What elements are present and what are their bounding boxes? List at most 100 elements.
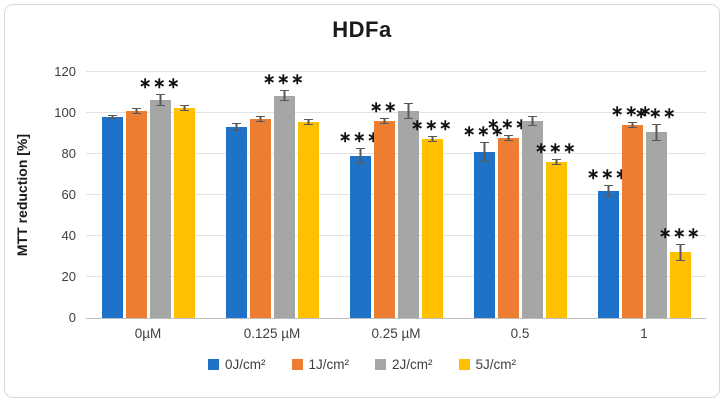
bar-2J/cm²-1: ∗∗∗	[635, 106, 676, 318]
bar-fill	[473, 151, 495, 318]
bar-fill	[645, 132, 667, 318]
error-bar	[255, 116, 265, 123]
significance-stars: ∗∗∗	[262, 71, 306, 89]
error-bar	[603, 184, 613, 198]
gridline	[86, 235, 706, 236]
bar-fill	[521, 121, 543, 318]
x-axis-line	[86, 318, 706, 319]
bar-1J/cm²-0.5: ∗∗∗	[487, 117, 528, 318]
chart-title: HDFa	[332, 17, 392, 42]
legend-label: 0J/cm²	[225, 357, 266, 372]
bar-fill	[621, 125, 643, 318]
error-bar	[155, 93, 165, 106]
y-tick-label: 20	[61, 269, 76, 284]
bar-0J/cm²-0.5: ∗∗∗	[463, 124, 504, 318]
significance-stars: ∗∗∗	[138, 74, 182, 92]
bar-fill	[149, 99, 171, 318]
legend-swatch-icon	[291, 359, 303, 370]
y-tick-label: 60	[61, 187, 76, 202]
bar-fill	[225, 127, 247, 318]
error-bar	[379, 118, 389, 125]
y-tick-label: 40	[61, 228, 76, 243]
significance-stars: ∗∗∗	[610, 103, 654, 121]
bar-2J/cm²-0.5	[521, 116, 543, 318]
bar-group-0.25 µM: ∗∗∗ ∗∗ ∗∗∗	[334, 72, 458, 318]
bar-1J/cm²-0.25 µM: ∗∗	[370, 100, 397, 318]
bar-1J/cm²-0µM	[125, 107, 147, 318]
bar-fill	[297, 122, 319, 318]
legend-swatch-icon	[375, 359, 386, 370]
legend-item-5J/cm²: 5J/cm²	[458, 357, 517, 372]
bar-fill	[273, 95, 295, 318]
significance-stars: ∗∗∗	[462, 122, 506, 140]
y-tick-label: 100	[54, 105, 76, 120]
x-category-label: 1	[640, 326, 648, 341]
bar-fill	[421, 138, 443, 318]
error-bar	[551, 159, 561, 166]
bar-0J/cm²-0µM	[101, 115, 123, 318]
bar-2J/cm²-0.125 µM: ∗∗∗	[263, 72, 304, 318]
bar-5J/cm²-0.5: ∗∗∗	[535, 141, 576, 318]
significance-stars: ∗∗∗	[658, 225, 702, 243]
error-bar	[503, 134, 513, 141]
error-bar	[527, 116, 537, 127]
bar-5J/cm²-0.25 µM: ∗∗∗	[411, 118, 452, 318]
error-bar	[279, 90, 289, 101]
legend-label: 2J/cm²	[392, 357, 433, 372]
bar-fill	[125, 110, 147, 318]
gridline	[86, 71, 706, 72]
bar-group-0.5: ∗∗∗ ∗∗∗ ∗∗∗	[458, 72, 582, 318]
significance-stars: ∗∗∗	[338, 128, 382, 146]
legend-swatch-icon	[458, 359, 470, 370]
error-bar	[107, 115, 117, 120]
gridline	[86, 112, 706, 113]
error-bar	[231, 123, 241, 132]
bar-fill	[373, 121, 395, 318]
significance-stars: ∗∗∗	[486, 115, 530, 133]
bar-fill	[669, 252, 691, 318]
gridline	[86, 276, 706, 277]
bar-0J/cm²-0.25 µM: ∗∗∗	[339, 130, 380, 318]
bar-fill	[497, 137, 519, 318]
plot-area: ∗∗∗ ∗∗∗ ∗∗∗ ∗∗ ∗∗∗ ∗∗∗ ∗∗∗ ∗∗∗ ∗∗∗ ∗∗∗ ∗∗∗ ∗∗∗	[86, 71, 706, 319]
error-bar	[179, 104, 189, 111]
bar-fill	[597, 190, 619, 318]
x-category-label: 0µM	[134, 326, 162, 341]
legend-item-1J/cm²: 1J/cm²	[291, 357, 349, 372]
significance-stars: ∗∗∗	[634, 105, 678, 123]
figure-frame: HDFa MTT reduction [%] ∗∗∗ ∗∗∗ ∗∗∗ ∗∗ ∗∗∗ ∗∗∗…	[4, 4, 720, 398]
legend-label: 5J/cm²	[475, 357, 517, 372]
error-bar	[355, 147, 365, 165]
bar-5J/cm²-0µM	[173, 104, 195, 318]
bar-0J/cm²-0.125 µM	[225, 123, 247, 318]
gridline	[86, 153, 706, 154]
significance-stars: ∗∗∗	[410, 116, 454, 134]
error-bar	[427, 135, 437, 142]
gridline	[86, 194, 706, 195]
legend-swatch-icon	[208, 359, 219, 370]
bar-fill	[397, 110, 419, 318]
bar-2J/cm²-0.25 µM	[397, 102, 419, 318]
significance-stars: ∗∗∗	[586, 165, 630, 183]
bar-group-1: ∗∗∗ ∗∗∗ ∗∗∗ ∗∗∗	[582, 72, 706, 318]
error-bar	[403, 102, 413, 120]
bar-fill	[545, 162, 567, 318]
error-bar	[131, 107, 141, 115]
bar-1J/cm²-0.125 µM	[249, 116, 271, 318]
error-bar	[479, 141, 489, 163]
x-category-label: 0.125 µM	[243, 326, 301, 341]
legend-item-0J/cm²: 0J/cm²	[208, 357, 266, 372]
bar-group-0.125 µM: ∗∗∗	[210, 72, 334, 318]
x-axis-labels: 0µM 0.125 µM 0.25 µM 0.5 1	[86, 326, 706, 344]
bar-1J/cm²-1: ∗∗∗	[611, 104, 652, 318]
significance-stars: ∗∗∗	[534, 140, 578, 158]
x-category-label: 0.25 µM	[371, 326, 421, 341]
legend: 0J/cm² 1J/cm² 2J/cm² 5J/cm²	[5, 357, 719, 372]
bar-fill	[349, 156, 371, 318]
bar-group-0µM: ∗∗∗	[86, 72, 210, 318]
significance-stars: ∗∗	[369, 99, 399, 117]
y-axis-title: MTT reduction [%]	[14, 133, 30, 257]
legend-item-2J/cm²: 2J/cm²	[375, 357, 433, 372]
bar-5J/cm²-0.125 µM	[297, 119, 319, 318]
bar-2J/cm²-0µM: ∗∗∗	[139, 76, 180, 318]
